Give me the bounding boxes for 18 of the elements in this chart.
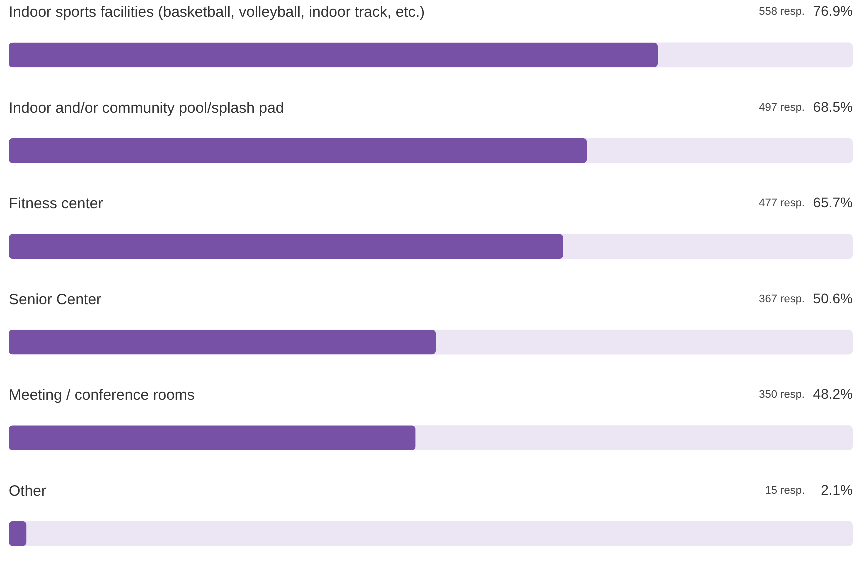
data-label: 68.5% — [813, 98, 853, 115]
annotation: 350 resp. — [759, 389, 805, 402]
annotation: 497 resp. — [759, 102, 805, 114]
data-label: 76.9% — [813, 3, 853, 20]
annotation: 477 resp. — [759, 198, 805, 210]
y-tick-label: Senior Center — [9, 291, 102, 308]
y-tick-label: Indoor sports facilities (basketball, volleyball, indoor track, etc.) — [9, 4, 426, 22]
y-tick-label: Meeting / conference rooms — [9, 387, 195, 404]
data-label: 2.1% — [821, 482, 853, 498]
annotation: 15 resp. — [765, 484, 805, 497]
y-tick-label: Indoor and/or community pool/splash pad — [9, 100, 284, 117]
data-label: 65.7% — [813, 194, 853, 211]
data-label: 48.2% — [813, 386, 853, 402]
annotation: 367 resp. — [759, 293, 805, 306]
y-tick-label: Fitness center — [9, 196, 104, 213]
annotation: 558 resp. — [759, 6, 805, 18]
y-tick-label: Other — [9, 482, 47, 500]
data-label: 50.6% — [813, 290, 853, 306]
